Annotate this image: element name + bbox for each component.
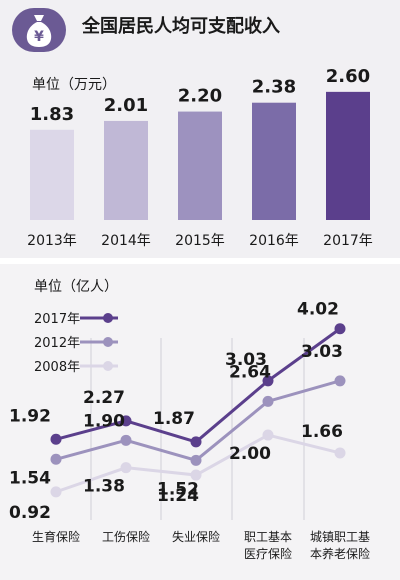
series-point	[334, 447, 346, 459]
data-label: 3.03	[225, 350, 267, 370]
bar-category-label: 2017年	[323, 233, 373, 249]
bar-value-label: 1.83	[30, 104, 74, 125]
category-label: 生育保险	[32, 529, 80, 544]
bar-4	[252, 102, 296, 220]
series-point	[190, 469, 202, 481]
data-label: 2.00	[229, 444, 271, 464]
data-label: 1.90	[83, 411, 125, 431]
series-point	[190, 454, 202, 466]
data-label: 1.87	[153, 409, 195, 429]
category-label: 医疗保险	[244, 546, 292, 561]
bar-3	[178, 111, 222, 220]
legend-marker	[103, 337, 113, 347]
series-point	[120, 434, 132, 446]
data-label: 1.54	[9, 468, 51, 488]
series-point	[50, 453, 62, 465]
legend-label: 2008年	[34, 360, 80, 375]
bar-2	[104, 120, 148, 220]
insurance-panel	[0, 264, 400, 580]
data-label: 1.24	[157, 486, 199, 506]
title-badge: ¥	[12, 8, 66, 52]
page-title: 全国居民人均可支配收入	[82, 16, 280, 37]
data-label: 1.66	[301, 422, 343, 442]
series-point	[50, 433, 62, 445]
bar-category-label: 2016年	[249, 233, 299, 249]
data-label: 1.52	[157, 479, 199, 499]
category-label: 失业保险	[172, 529, 220, 544]
yen-symbol: ¥	[34, 29, 44, 45]
bar-category-label: 2015年	[175, 233, 225, 249]
data-label: 1.92	[9, 406, 51, 426]
category-label: 工伤保险	[102, 529, 150, 544]
data-label: 2.27	[83, 388, 125, 408]
bar-value-label: 2.01	[104, 95, 148, 116]
legend-marker	[103, 361, 113, 371]
bar-category-label: 2013年	[27, 233, 77, 249]
bar-value-label: 2.20	[178, 86, 222, 107]
bar-value-label: 2.38	[252, 77, 296, 98]
series-point	[120, 462, 132, 474]
series-point	[262, 375, 274, 387]
series-point	[262, 395, 274, 407]
series-point	[50, 486, 62, 498]
income-bar-chart: 1.83 2013年 2.01 2014年 2.20 2015年 2.38 2016年 2.60…	[27, 66, 373, 249]
legend-label: 2017年	[34, 312, 80, 327]
insurance-unit-label: 单位（亿人）	[34, 279, 118, 295]
category-label: 本养老保险	[310, 546, 370, 561]
data-label: 2.64	[229, 362, 271, 382]
insurance-line-chart: 1.922.271.873.034.021.541.901.522.643.03…	[9, 300, 370, 561]
legend-label: 2012年	[34, 336, 80, 351]
bar-value-label: 2.60	[326, 66, 370, 87]
series-point	[120, 415, 132, 427]
data-label: 0.92	[9, 503, 51, 523]
data-label: 4.02	[297, 300, 339, 320]
bar-1	[30, 129, 74, 220]
bar-5	[326, 91, 370, 220]
legend-marker	[103, 313, 113, 323]
data-label: 1.38	[83, 477, 125, 497]
data-label: 3.03	[301, 342, 343, 362]
series-point	[334, 375, 346, 387]
category-label: 城镇职工基	[310, 530, 370, 544]
series-point	[262, 429, 274, 441]
bar-category-label: 2014年	[101, 233, 151, 249]
series-point	[334, 323, 346, 335]
category-label: 职工基本	[244, 530, 292, 544]
income-unit-label: 单位（万元）	[32, 77, 116, 93]
series-point	[190, 436, 202, 448]
money-bag-icon: ¥	[26, 15, 52, 47]
